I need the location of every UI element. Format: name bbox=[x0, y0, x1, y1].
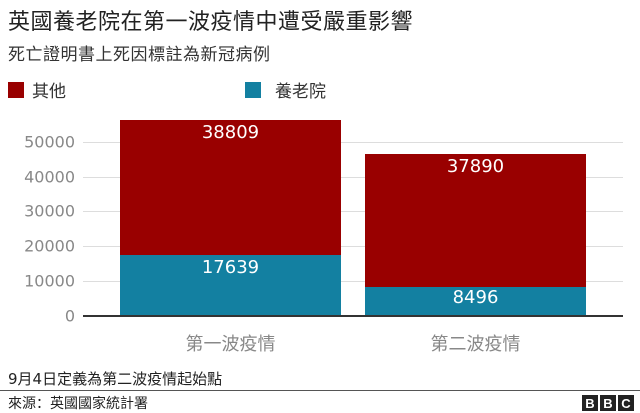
legend-item-care-home: 養老院 bbox=[245, 77, 326, 102]
chart-subtitle: 死亡證明書上死因標註為新冠病例 bbox=[8, 45, 271, 65]
bbc-logo-letter: B bbox=[582, 395, 598, 411]
gridline-30000 bbox=[83, 211, 623, 212]
x-label-wave1: 第一波疫情 bbox=[185, 334, 276, 355]
y-tick-40000: 40000 bbox=[24, 167, 75, 187]
bar-wave2-other: 37890 bbox=[365, 154, 586, 287]
bbc-logo: B B C bbox=[582, 395, 634, 411]
footnote: 9月4日定義為第二波疫情起始點 bbox=[8, 370, 223, 388]
bar-wave1-other-label: 38809 bbox=[201, 122, 260, 143]
x-axis-baseline bbox=[83, 315, 623, 317]
legend-swatch-care-home bbox=[245, 81, 261, 98]
gridline-10000 bbox=[83, 281, 623, 282]
gridline-20000 bbox=[83, 246, 623, 247]
y-tick-20000: 20000 bbox=[24, 236, 75, 256]
footer-divider bbox=[0, 390, 640, 391]
bar-wave2-care-home-label: 8496 bbox=[452, 287, 499, 308]
legend-item-other: 其他 bbox=[8, 77, 66, 102]
source-text: 來源：英國國家統計署 bbox=[8, 396, 148, 412]
chart-title: 英國養老院在第一波疫情中遭受嚴重影響 bbox=[8, 10, 414, 35]
gridline-50000 bbox=[83, 142, 623, 143]
bar-wave1-other: 38809 bbox=[120, 120, 341, 255]
legend-label-care-home: 養老院 bbox=[275, 82, 326, 102]
y-tick-10000: 10000 bbox=[24, 271, 75, 291]
bbc-logo-letter: B bbox=[600, 395, 616, 411]
y-tick-50000: 50000 bbox=[24, 132, 75, 152]
gridline-40000 bbox=[83, 177, 623, 178]
bar-wave2-care-home: 8496 bbox=[365, 287, 586, 316]
legend-label-other: 其他 bbox=[32, 82, 66, 102]
bar-wave1-care-home-label: 17639 bbox=[201, 257, 260, 278]
bar-wave2-other-label: 37890 bbox=[446, 156, 505, 177]
bbc-logo-letter: C bbox=[618, 395, 634, 411]
y-tick-0: 0 bbox=[64, 306, 75, 326]
legend-swatch-other bbox=[8, 81, 24, 98]
y-tick-30000: 30000 bbox=[24, 201, 75, 221]
x-label-wave2: 第二波疫情 bbox=[430, 334, 521, 355]
bar-wave1-care-home: 17639 bbox=[120, 255, 341, 316]
